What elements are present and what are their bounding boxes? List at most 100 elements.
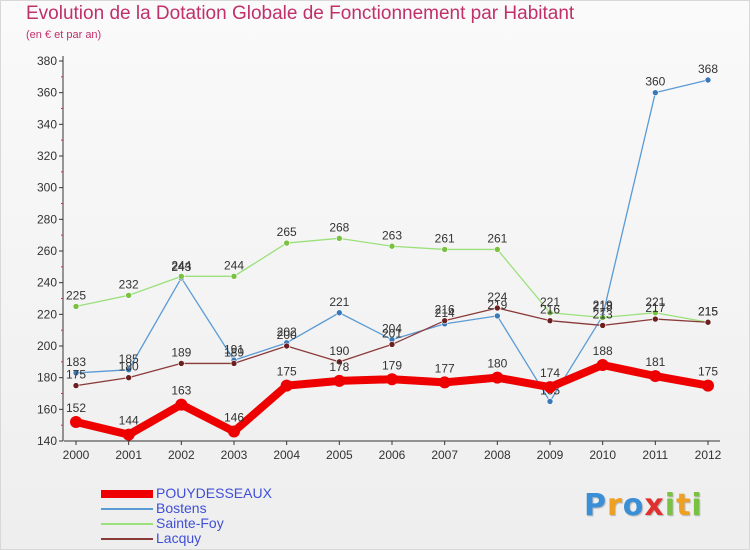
data-point-sainte-foy xyxy=(546,309,554,317)
logo-letter: o xyxy=(622,488,645,523)
data-point-sainte-foy xyxy=(599,314,606,321)
data-label-lacquy: 224 xyxy=(487,290,507,304)
x-tick-label: 2012 xyxy=(695,448,722,462)
data-label-pouydesseaux: 188 xyxy=(593,344,613,358)
data-label-bostens: 368 xyxy=(698,62,718,76)
data-point-sainte-foy xyxy=(388,242,396,250)
data-point-sainte-foy xyxy=(494,246,501,253)
data-label-sainte-foy: 221 xyxy=(645,295,665,309)
logo-letter: i xyxy=(691,488,703,523)
legend-item-pouydesseaux: POUYDESSEAUX xyxy=(101,486,321,501)
data-label-pouydesseaux: 180 xyxy=(487,357,507,371)
x-tick-label: 2001 xyxy=(115,448,142,462)
legend-swatch-bostens xyxy=(101,508,153,510)
y-tick-label: 280 xyxy=(37,212,57,226)
data-point-bostens xyxy=(652,89,659,96)
y-tick-label: 140 xyxy=(37,434,57,448)
x-tick-label: 2009 xyxy=(537,448,564,462)
data-point-lacquy xyxy=(494,304,501,312)
data-point-sainte-foy xyxy=(336,235,343,242)
legend-label-lacquy: Lacquy xyxy=(156,530,202,546)
data-label-pouydesseaux: 179 xyxy=(382,358,402,372)
data-label-lacquy: 216 xyxy=(435,303,455,317)
data-label-lacquy: 180 xyxy=(119,360,139,374)
series-line-sainte-foy xyxy=(75,237,709,323)
data-label-lacquy: 190 xyxy=(329,344,349,358)
data-point-sainte-foy xyxy=(72,303,80,310)
data-point-pouydesseaux xyxy=(491,371,504,384)
x-tick-label: 2002 xyxy=(168,448,195,462)
x-tick-label: 2010 xyxy=(589,448,616,462)
y-tick-label: 360 xyxy=(37,86,57,100)
data-label-bostens: 360 xyxy=(645,75,665,89)
data-point-lacquy xyxy=(178,360,185,367)
data-label-pouydesseaux: 178 xyxy=(329,360,349,374)
y-tick-label: 160 xyxy=(37,402,57,416)
data-point-lacquy xyxy=(230,360,238,367)
data-label-bostens: 191 xyxy=(224,342,244,356)
data-label-bostens: 243 xyxy=(171,260,191,274)
legend-swatch-sainte-foy xyxy=(101,523,153,525)
data-label-bostens: 183 xyxy=(66,355,86,369)
data-label-pouydesseaux: 174 xyxy=(540,366,560,380)
data-label-sainte-foy: 263 xyxy=(382,228,402,242)
data-label-sainte-foy: 215 xyxy=(698,304,718,318)
data-point-bostens xyxy=(546,398,554,405)
data-point-pouydesseaux xyxy=(649,370,662,383)
data-label-lacquy: 175 xyxy=(66,368,86,382)
data-point-pouydesseaux xyxy=(280,379,293,392)
legend-item-lacquy: Lacquy xyxy=(101,531,321,546)
y-tick-label: 200 xyxy=(37,339,57,353)
data-point-sainte-foy xyxy=(178,273,185,280)
data-point-bostens xyxy=(336,309,343,317)
data-label-pouydesseaux: 175 xyxy=(698,365,718,379)
data-point-pouydesseaux xyxy=(175,398,188,411)
data-label-lacquy: 189 xyxy=(224,345,244,359)
legend-swatch-pouydesseaux xyxy=(101,490,153,498)
data-label-pouydesseaux: 146 xyxy=(224,411,244,425)
data-point-lacquy xyxy=(546,317,554,324)
data-label-sainte-foy: 268 xyxy=(329,220,349,234)
data-label-sainte-foy: 221 xyxy=(540,295,560,309)
data-label-sainte-foy: 218 xyxy=(593,300,613,314)
logo-letter: t xyxy=(676,488,692,523)
data-point-pouydesseaux xyxy=(596,359,609,371)
chart-subtitle: (en € et par an) xyxy=(26,29,102,41)
data-point-lacquy xyxy=(72,382,80,389)
logo-letter: r xyxy=(607,488,623,523)
y-tick-label: 320 xyxy=(37,149,57,163)
legend-item-sainte-foy: Sainte-Foy xyxy=(101,516,321,531)
data-label-bostens: 185 xyxy=(119,352,139,366)
data-label-pouydesseaux: 175 xyxy=(277,365,297,379)
logo-letter: P xyxy=(584,488,607,523)
x-tick-label: 2008 xyxy=(484,448,511,462)
data-point-lacquy xyxy=(441,317,448,324)
data-label-bostens: 221 xyxy=(329,295,349,309)
legend-label-sainte-foy: Sainte-Foy xyxy=(156,515,224,531)
x-tick-label: 2004 xyxy=(273,448,300,462)
legend-item-bostens: Bostens xyxy=(101,501,321,516)
data-label-sainte-foy: 261 xyxy=(487,231,507,245)
legend: POUYDESSEAUX Bostens Sainte-Foy Lacquy xyxy=(101,486,321,546)
data-point-lacquy xyxy=(704,318,712,326)
data-point-pouydesseaux xyxy=(386,373,398,386)
data-point-pouydesseaux xyxy=(70,416,82,428)
x-tick-label: 2007 xyxy=(431,448,458,462)
x-tick-label: 2006 xyxy=(379,448,406,462)
data-label-bostens: 202 xyxy=(277,325,297,339)
data-point-sainte-foy xyxy=(652,309,659,317)
logo-letter: i xyxy=(664,488,677,523)
y-tick-label: 260 xyxy=(37,244,57,258)
data-point-bostens xyxy=(72,369,80,377)
chart-title: Evolution de la Dotation Globale de Fonc… xyxy=(26,3,575,24)
y-tick-label: 340 xyxy=(37,117,57,131)
data-label-sainte-foy: 225 xyxy=(66,288,86,302)
data-point-bostens xyxy=(704,76,712,84)
logo-letter: x xyxy=(644,488,665,523)
y-tick-label: 300 xyxy=(37,181,57,195)
data-label-bostens: 214 xyxy=(435,306,455,320)
data-label-lacquy: 189 xyxy=(171,345,191,359)
data-label-pouydesseaux: 144 xyxy=(119,414,139,428)
y-tick-label: 180 xyxy=(37,371,57,385)
